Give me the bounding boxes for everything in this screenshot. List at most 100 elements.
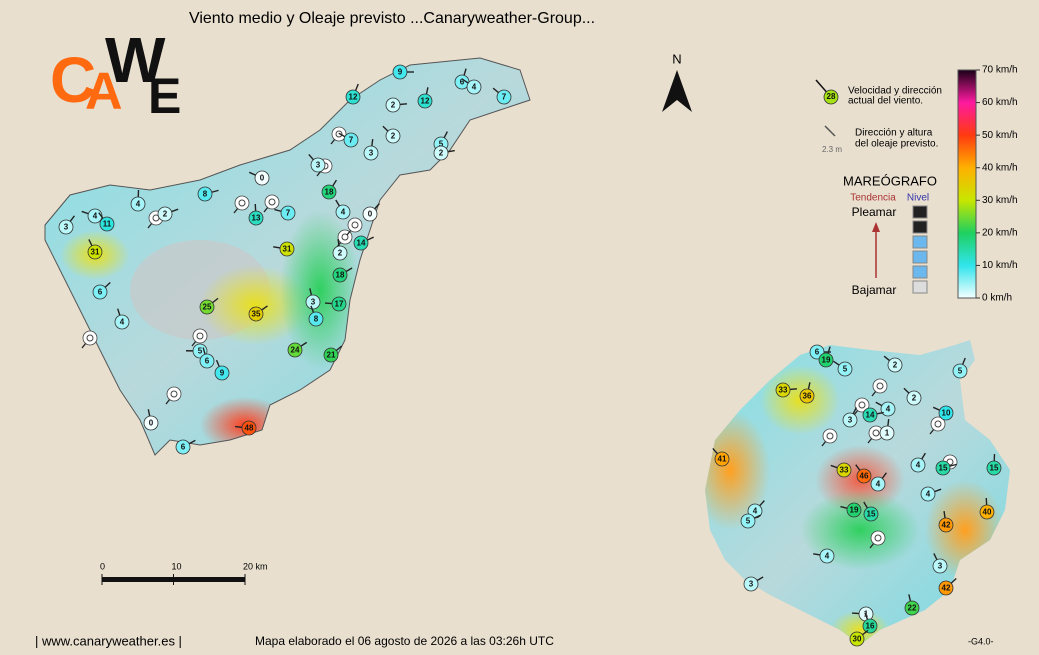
wind-value: 3 bbox=[316, 161, 321, 170]
colorbar-label: 30 km/h bbox=[982, 195, 1018, 206]
calm-station bbox=[854, 397, 870, 413]
wind-station bbox=[335, 204, 351, 220]
wind-station bbox=[819, 548, 835, 564]
wind-station bbox=[175, 439, 191, 455]
wind-value: 6 bbox=[460, 78, 465, 87]
wind-station bbox=[863, 506, 879, 522]
wind-station bbox=[58, 219, 74, 235]
wind-station bbox=[385, 97, 401, 113]
wind-value: 2 bbox=[391, 101, 396, 110]
tide-level: Nivel bbox=[907, 193, 929, 204]
legend-wave-sample: 2.3 m bbox=[822, 145, 842, 154]
wind-value: 4 bbox=[120, 318, 125, 327]
wind-value: 11 bbox=[103, 220, 112, 229]
north-arrow: N bbox=[662, 51, 692, 112]
wind-value: 4 bbox=[93, 212, 98, 221]
calm-station bbox=[870, 530, 886, 546]
wind-value: 5 bbox=[746, 517, 751, 526]
wind-station bbox=[799, 388, 815, 404]
wind-station bbox=[986, 460, 1002, 476]
wind-value: 12 bbox=[421, 97, 430, 106]
calm-station bbox=[872, 378, 888, 394]
wind-station bbox=[99, 216, 115, 232]
wind-value: 15 bbox=[990, 464, 999, 473]
calm-station bbox=[192, 328, 208, 344]
wind-station bbox=[979, 504, 995, 520]
wind-value: 6 bbox=[815, 348, 820, 357]
calm-station-dot bbox=[341, 233, 349, 241]
colorbar: 0 km/h 10 km/h 20 km/h 30 km/h 40 km/h 50 km/… bbox=[957, 65, 1018, 304]
wind-station bbox=[870, 476, 886, 492]
wind-value: 21 bbox=[327, 351, 336, 360]
wind-value: 2 bbox=[338, 249, 343, 258]
scale-bar-label: 10 bbox=[172, 561, 182, 571]
logo-letter: E bbox=[148, 68, 181, 124]
colorbar-label: 20 km/h bbox=[982, 227, 1018, 238]
wind-station bbox=[332, 267, 348, 283]
legend-wind-value: 28 bbox=[827, 92, 836, 101]
calm-station bbox=[347, 217, 363, 233]
legend-wind-sample bbox=[823, 89, 839, 105]
colorbar-label: 60 km/h bbox=[982, 97, 1018, 108]
wind-station bbox=[904, 600, 920, 616]
wind-station bbox=[199, 353, 215, 369]
wind-value: 2 bbox=[893, 361, 898, 370]
wind-station bbox=[938, 517, 954, 533]
wind-value: 2 bbox=[912, 394, 917, 403]
wind-value: 48 bbox=[245, 424, 254, 433]
wind-value: 5 bbox=[198, 347, 203, 356]
wind-value: 4 bbox=[753, 507, 758, 516]
wind-station bbox=[818, 352, 834, 368]
wind-value: 6 bbox=[181, 443, 186, 452]
wind-value: 5 bbox=[958, 367, 963, 376]
wind-value: 0 bbox=[260, 174, 265, 183]
wind-station bbox=[932, 558, 948, 574]
scale-bar-label: 20 km bbox=[243, 561, 268, 571]
wind-value: 8 bbox=[203, 190, 208, 199]
wind-value: 46 bbox=[860, 472, 869, 481]
wind-station bbox=[496, 89, 512, 105]
logo-letter: A bbox=[85, 63, 123, 121]
wind-value: 3 bbox=[311, 298, 316, 307]
calm-station-dot bbox=[872, 429, 880, 437]
wind-value: 42 bbox=[942, 521, 951, 530]
wind-station bbox=[287, 342, 303, 358]
tide-high: Pleamar bbox=[852, 205, 897, 219]
colorbar-fill bbox=[957, 69, 977, 299]
wind-station bbox=[417, 93, 433, 109]
calm-station bbox=[822, 428, 838, 444]
colorbar-label: 0 km/h bbox=[982, 293, 1012, 304]
wind-station bbox=[143, 415, 159, 431]
wind-station bbox=[363, 145, 379, 161]
wind-station bbox=[241, 420, 257, 436]
wind-station bbox=[92, 284, 108, 300]
colorbar-label: 50 km/h bbox=[982, 130, 1018, 141]
wind-value: 7 bbox=[502, 93, 507, 102]
wind-value: 33 bbox=[779, 386, 788, 395]
calm-station-dot bbox=[874, 534, 882, 542]
wind-value: 2 bbox=[391, 132, 396, 141]
wind-station bbox=[714, 451, 730, 467]
wind-value: 5 bbox=[843, 365, 848, 374]
wind-value: 33 bbox=[840, 466, 849, 475]
wind-station bbox=[87, 244, 103, 260]
wind-value: 14 bbox=[357, 239, 366, 248]
scale-bar-label: 0 bbox=[100, 561, 105, 571]
wind-value: 4 bbox=[472, 83, 477, 92]
calm-station-dot bbox=[351, 221, 359, 229]
wind-station bbox=[846, 502, 862, 518]
gran-canaria-island bbox=[705, 340, 1010, 645]
wind-value: 18 bbox=[336, 271, 345, 280]
wind-value: 17 bbox=[335, 300, 344, 309]
wind-value: 14 bbox=[866, 411, 875, 420]
wind-value: 4 bbox=[916, 461, 921, 470]
wind-value: 12 bbox=[349, 93, 358, 102]
calm-station-dot bbox=[934, 420, 942, 428]
footer-site: | www.canaryweather.es | bbox=[35, 633, 182, 648]
wind-value: 8 bbox=[314, 315, 319, 324]
wind-station bbox=[254, 170, 270, 186]
wind-station bbox=[343, 132, 359, 148]
wind-station bbox=[114, 314, 130, 330]
calm-station-dot bbox=[170, 390, 178, 398]
